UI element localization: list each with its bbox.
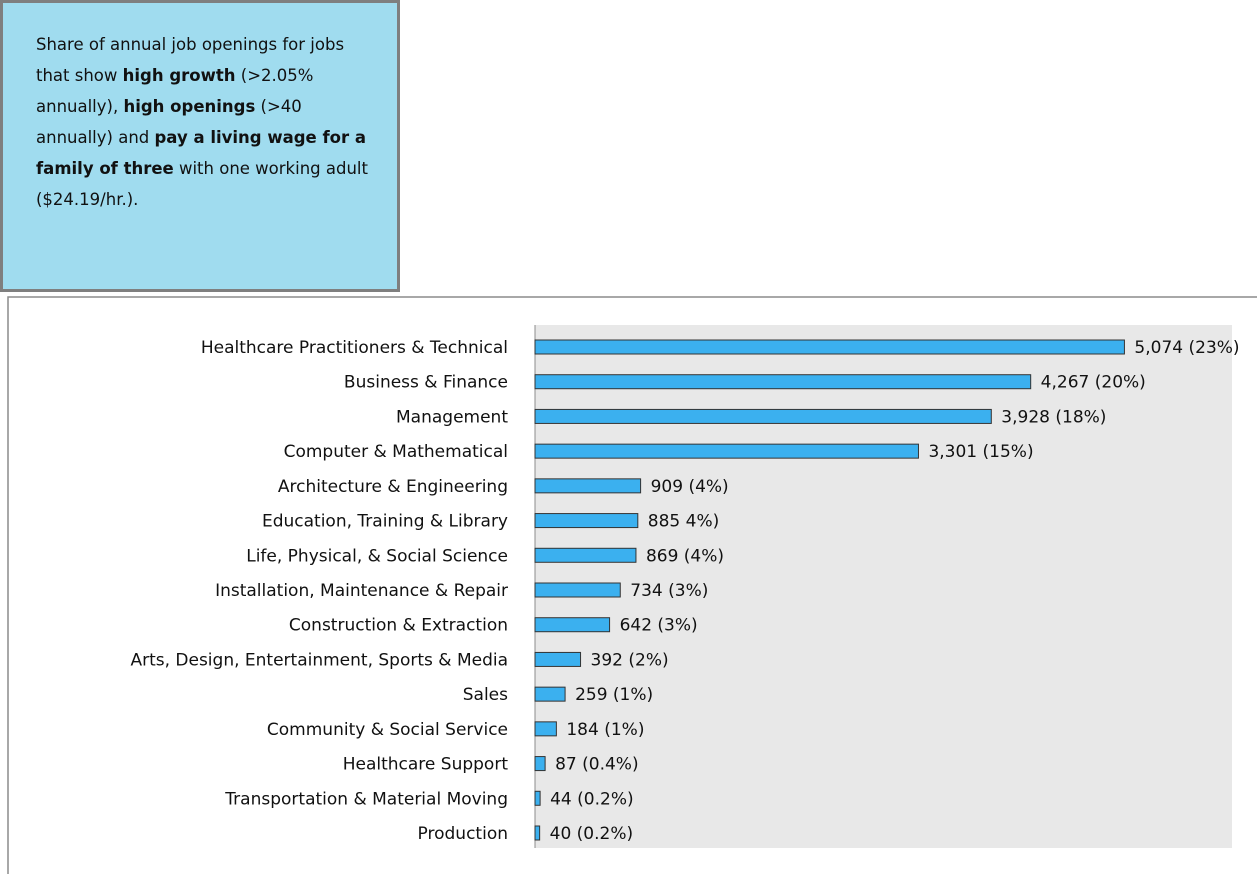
value-label: 5,074 (23%) [1134, 338, 1239, 358]
bar [534, 721, 557, 737]
note-text: (>40 annually) and [36, 97, 302, 147]
category-label: Transportation & Material Moving [224, 789, 508, 809]
note-text: Share of annual job openings for jobs th… [36, 35, 345, 85]
value-label: 642 (3%) [620, 616, 698, 636]
note-text: (>2.05% annually), [36, 66, 314, 116]
value-label: 87 (0.4%) [555, 755, 639, 775]
bar [534, 478, 642, 494]
value-label: 40 (0.2%) [550, 824, 634, 844]
bar [534, 617, 611, 633]
bar [534, 756, 546, 772]
category-label: Education, Training & Library [262, 512, 508, 532]
category-label: Sales [463, 685, 508, 705]
category-label: Production [418, 824, 508, 844]
note-box: Share of annual job openings for jobs th… [0, 0, 400, 292]
bar [534, 339, 1125, 355]
value-label: 4,267 (20%) [1041, 373, 1146, 393]
value-label: 869 (4%) [646, 546, 724, 566]
value-label: 3,301 (15%) [928, 442, 1033, 462]
value-label: 392 (2%) [591, 650, 669, 670]
category-label: Healthcare Support [343, 755, 509, 775]
bar [534, 582, 621, 598]
value-label: 44 (0.2%) [550, 789, 634, 809]
value-label: 909 (4%) [651, 477, 729, 497]
category-label: Computer & Mathematical [284, 442, 508, 462]
note-text: with one working adult ($24.19/hr.). [36, 159, 368, 209]
note-text: pay a living wage for a family of three [36, 128, 366, 178]
bar [534, 686, 566, 702]
bar [534, 374, 1032, 390]
category-label: Healthcare Practitioners & Technical [201, 338, 508, 358]
value-label: 3,928 (18%) [1001, 407, 1106, 427]
category-label: Arts, Design, Entertainment, Sports & Me… [130, 650, 508, 670]
value-label: 259 (1%) [575, 685, 653, 705]
note-text: high growth [122, 66, 236, 85]
bar [534, 651, 582, 667]
category-label: Community & Social Service [267, 720, 508, 740]
value-label: 885 4%) [648, 512, 719, 532]
value-label: 734 (3%) [630, 581, 708, 601]
category-label: Architecture & Engineering [278, 477, 508, 497]
category-label: Installation, Maintenance & Repair [215, 581, 508, 601]
category-label: Life, Physical, & Social Science [246, 546, 508, 566]
bar [534, 790, 541, 806]
category-label: Business & Finance [344, 373, 508, 393]
note-text: high openings [123, 97, 256, 116]
value-label: 184 (1%) [566, 720, 644, 740]
bar [534, 825, 541, 841]
bar [534, 547, 637, 563]
category-label: Management [396, 407, 508, 427]
bar [534, 513, 639, 529]
bar [534, 443, 919, 459]
category-label: Construction & Extraction [289, 616, 508, 636]
bar [534, 408, 992, 424]
